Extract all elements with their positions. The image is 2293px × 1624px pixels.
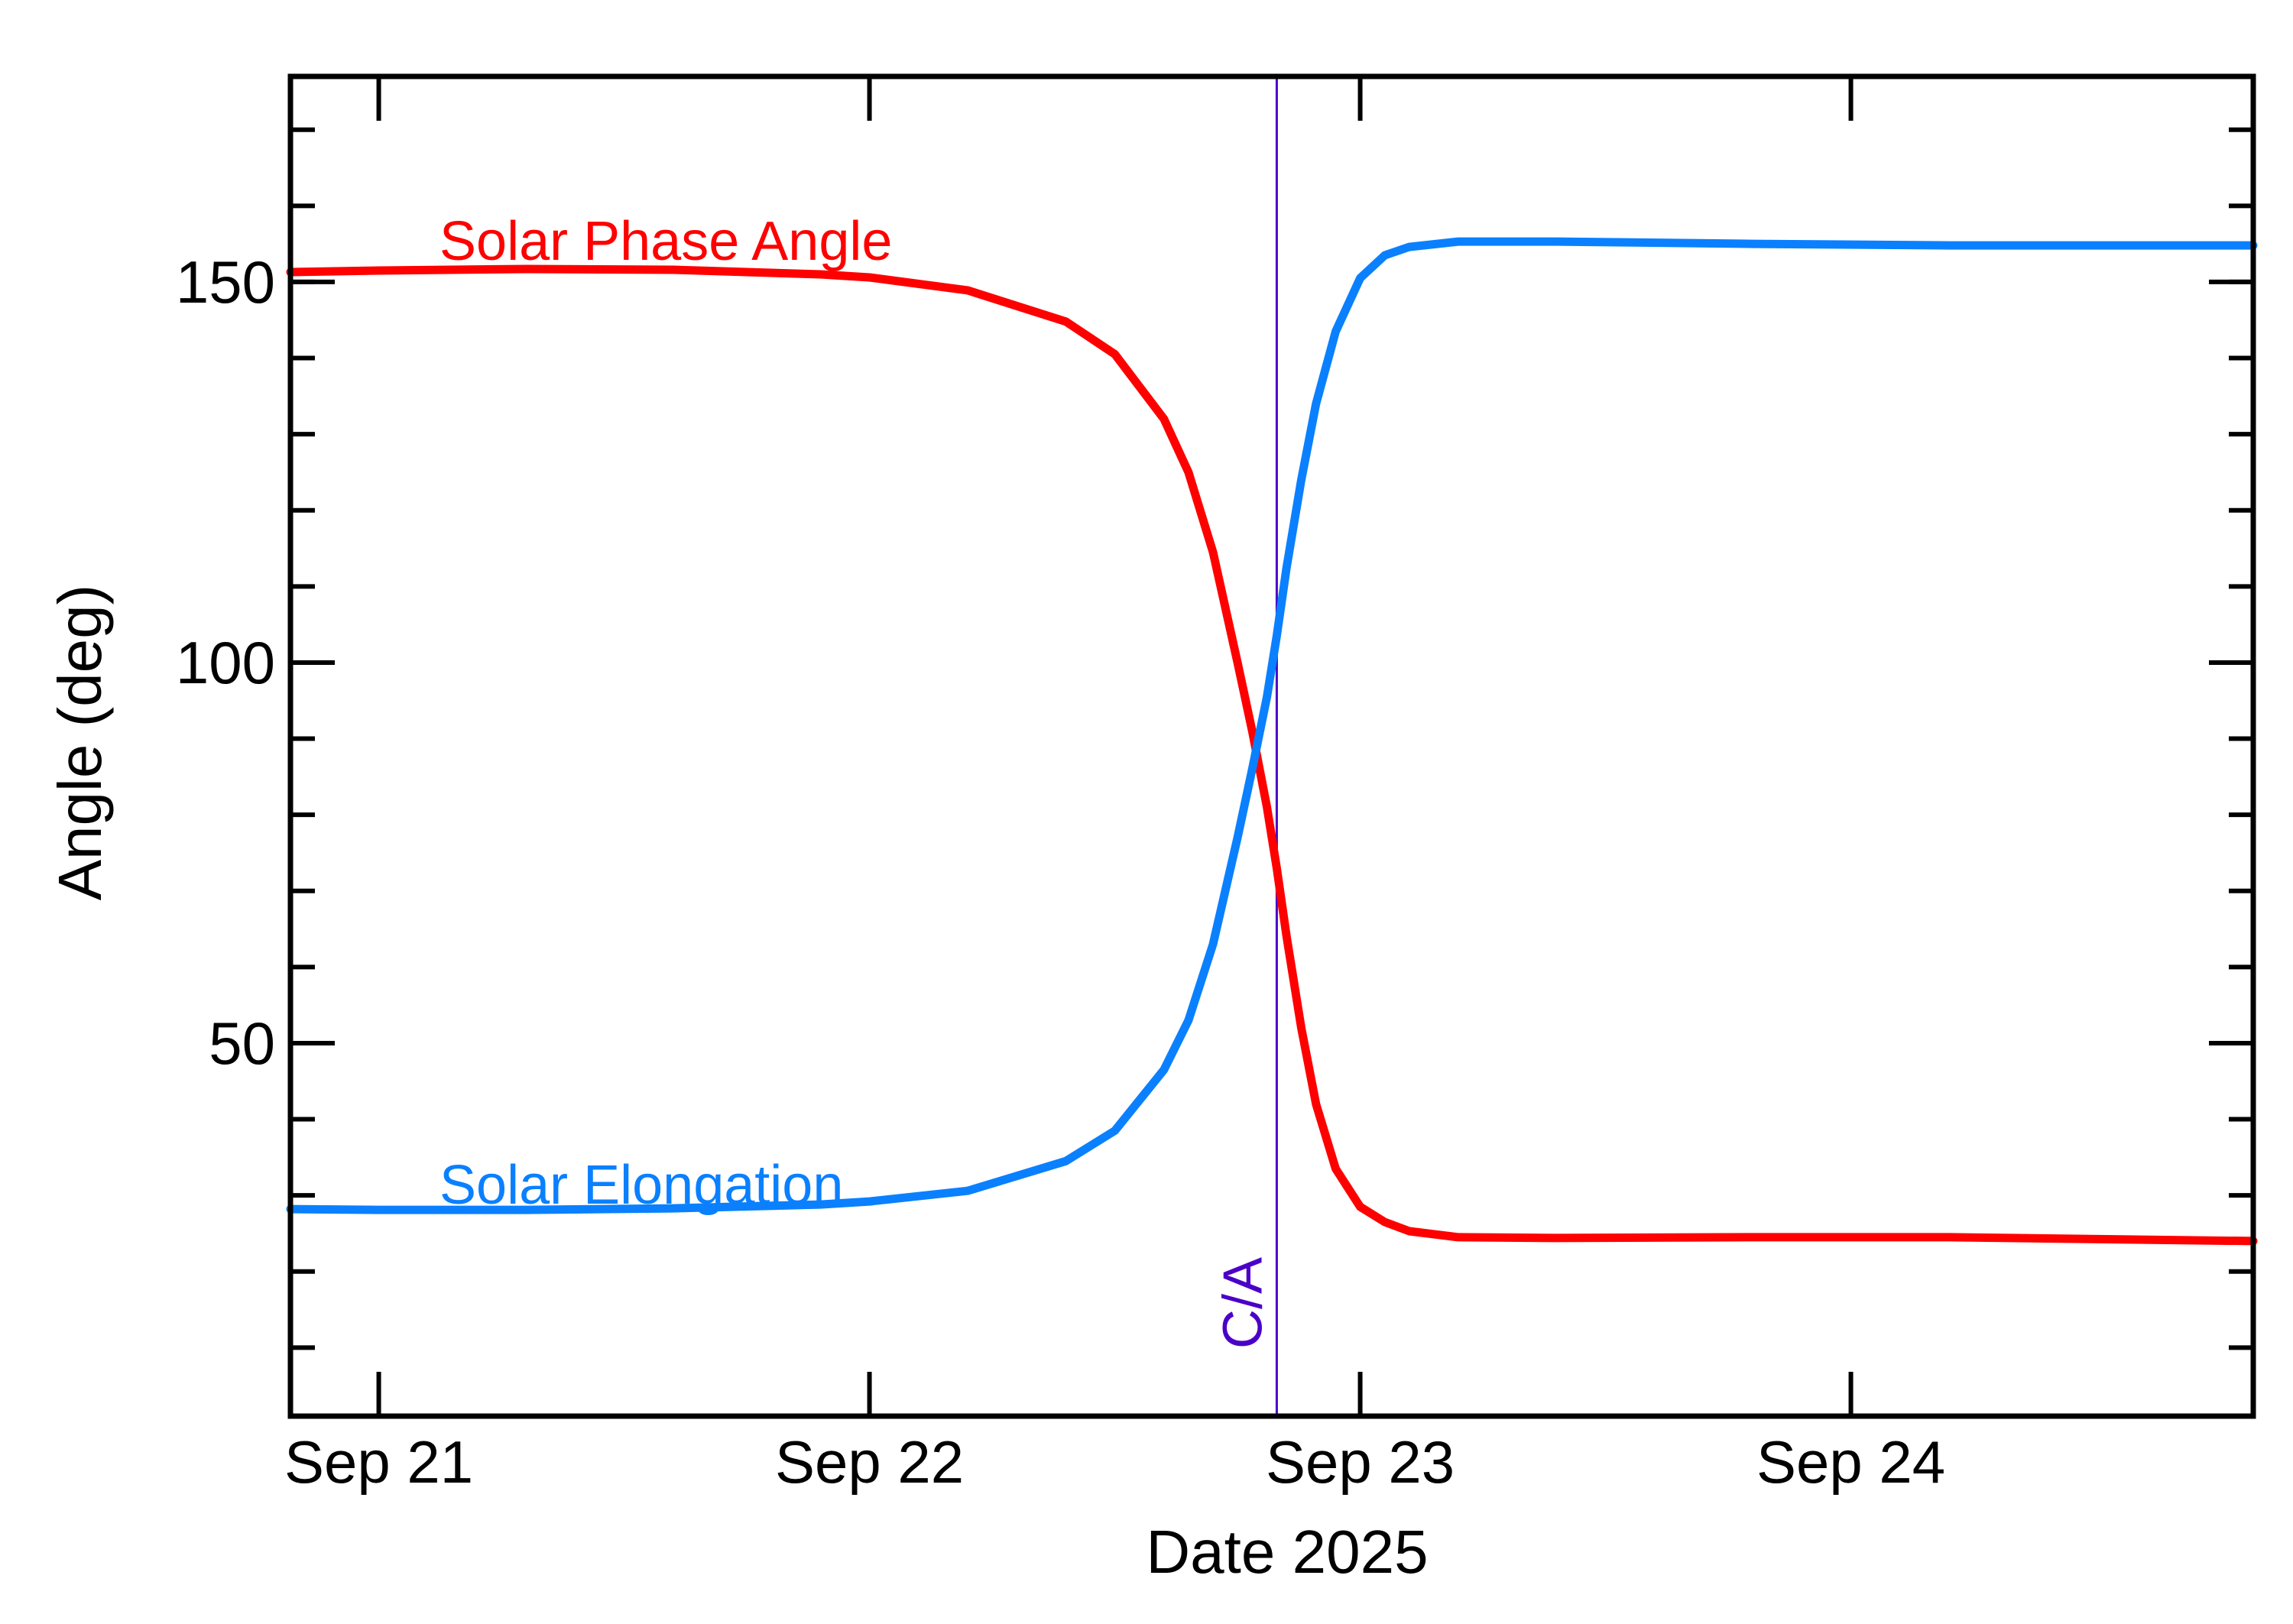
y-tick-label: 150 — [176, 248, 275, 316]
x-axis-title: Date 2025 — [1146, 1518, 1428, 1586]
marker-layer: C/A — [1212, 76, 1278, 1416]
closest-approach-label: C/A — [1212, 1257, 1273, 1349]
series-label-solar-elongation: Solar Elongation — [439, 1155, 843, 1216]
axes-layer: 50 100 150 Sep 21 Sep 22 Sep 23 Sep 24 Date 202… — [46, 73, 2256, 1586]
x-tick-label: Sep 24 — [1756, 1428, 1945, 1496]
y-tick-label: 50 — [209, 1010, 275, 1077]
x-tick-label: Sep 21 — [284, 1428, 473, 1496]
series-line-solar-phase-angle — [286, 264, 2258, 1246]
series-line-solar-elongation — [286, 237, 2258, 1214]
y-tick-label: 100 — [176, 629, 275, 696]
y-axis-title: Angle (deg) — [46, 585, 114, 901]
series-label-solar-phase-angle: Solar Phase Angle — [439, 211, 892, 272]
x-tick-label: Sep 23 — [1266, 1428, 1455, 1496]
label-layer: Solar Phase Angle Solar Elongation — [439, 211, 892, 1216]
plot-frame — [287, 73, 2256, 1419]
series-layer — [286, 237, 2258, 1246]
x-tick-label: Sep 22 — [775, 1428, 964, 1496]
